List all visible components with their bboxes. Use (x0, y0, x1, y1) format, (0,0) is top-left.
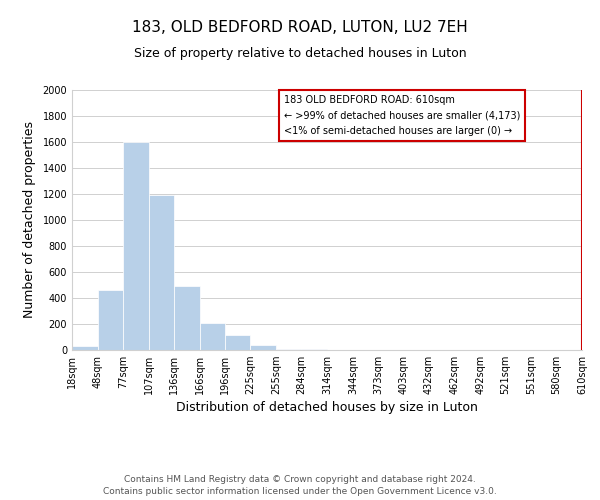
Text: Contains HM Land Registry data © Crown copyright and database right 2024.: Contains HM Land Registry data © Crown c… (124, 475, 476, 484)
Bar (149, 196, 173, 350)
Bar (250, 345, 276, 350)
Text: 183, OLD BEDFORD ROAD, LUTON, LU2 7EH: 183, OLD BEDFORD ROAD, LUTON, LU2 7EH (132, 20, 468, 35)
Text: Contains public sector information licensed under the Open Government Licence v3: Contains public sector information licen… (103, 487, 497, 496)
Bar (226, 335, 250, 350)
Text: 183 OLD BEDFORD ROAD: 610sqm
← >99% of detached houses are smaller (4,173)
<1% o: 183 OLD BEDFORD ROAD: 610sqm ← >99% of d… (284, 95, 520, 136)
Text: Size of property relative to detached houses in Luton: Size of property relative to detached ho… (134, 48, 466, 60)
Bar (276, 348, 301, 350)
Bar (173, 286, 199, 350)
Bar (199, 322, 226, 350)
Y-axis label: Number of detached properties: Number of detached properties (23, 122, 35, 318)
Bar (72, 346, 98, 350)
Bar (98, 290, 123, 350)
X-axis label: Distribution of detached houses by size in Luton: Distribution of detached houses by size … (176, 402, 478, 414)
Bar (123, 142, 149, 350)
